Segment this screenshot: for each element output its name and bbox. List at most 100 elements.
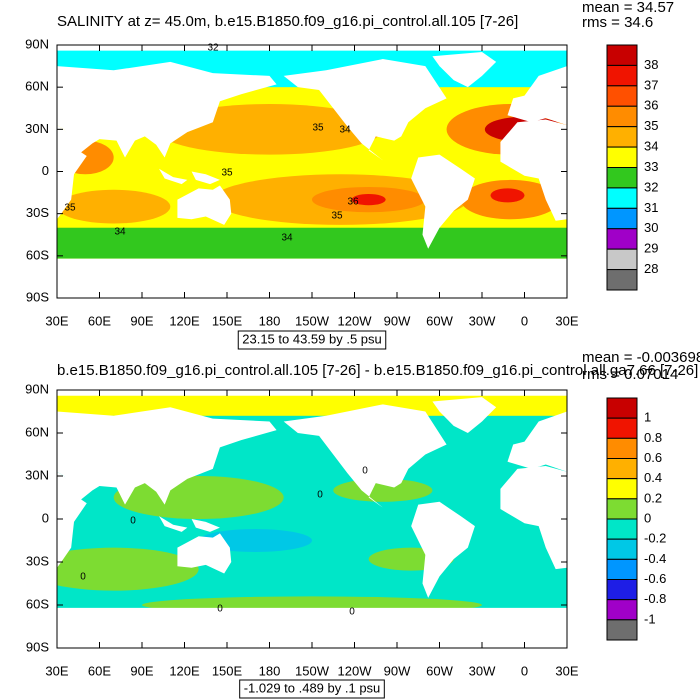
lat-label: 30S <box>26 205 49 220</box>
colorbar-box <box>606 518 638 540</box>
lat-label: 0 <box>42 510 49 525</box>
lat-label: 60S <box>26 596 49 611</box>
colorbar-label: 38 <box>644 57 658 72</box>
colorbar-box <box>606 579 638 601</box>
contour-label: 0 <box>349 607 355 618</box>
lat-label: 60N <box>25 79 49 94</box>
lon-label: 90E <box>130 663 153 678</box>
contour-label: 35 <box>221 168 233 179</box>
colorbar-label: 35 <box>644 118 658 133</box>
lon-label: 180 <box>259 313 281 328</box>
mean-label: mean = -0.003698 <box>582 349 700 366</box>
contour-label: 0 <box>317 490 323 501</box>
lon-label: 0 <box>521 313 528 328</box>
lon-label: 180 <box>259 663 281 678</box>
lon-label: 90W <box>384 663 411 678</box>
colorbar-box <box>606 458 638 480</box>
range-note-box <box>239 679 385 699</box>
range-note: -1.029 to .489 by .1 psu <box>244 680 381 695</box>
contour-label: 34 <box>281 233 293 244</box>
lon-label: 150W <box>295 663 330 678</box>
lon-label: 120E <box>169 313 200 328</box>
colorbar-label: 34 <box>644 139 658 154</box>
colorbar-label: 29 <box>644 241 658 256</box>
colorbar-box <box>606 167 638 189</box>
lat-label: 60S <box>26 247 49 262</box>
colorbar-box <box>606 417 638 439</box>
colorbar-label: 0.6 <box>644 450 662 465</box>
lon-label: 30W <box>469 663 496 678</box>
contour-label: 32 <box>207 43 219 54</box>
colorbar-box <box>606 269 638 291</box>
colorbar-box <box>606 126 638 148</box>
colorbar-label: -0.8 <box>644 591 666 606</box>
colorbar-box <box>606 558 638 580</box>
colorbar-label: 30 <box>644 220 658 235</box>
colorbar-label: 33 <box>644 159 658 174</box>
colorbar-label: 0 <box>644 510 651 525</box>
mean-label: mean = 34.57 <box>582 0 674 16</box>
colorbar-label: 37 <box>644 77 658 92</box>
colorbar-box <box>606 478 638 500</box>
rms-label: rms = 34.6 <box>582 14 653 31</box>
colorbar-box <box>606 498 638 520</box>
colorbar-box <box>606 248 638 271</box>
colorbar-box <box>606 228 638 250</box>
lon-label: 150W <box>295 313 330 328</box>
lon-label: 30E <box>45 313 68 328</box>
contour-label: 34 <box>114 227 126 238</box>
range-note: 23.15 to 43.59 by .5 psu <box>242 331 382 346</box>
lon-label: 30E <box>555 313 578 328</box>
lon-label: 120E <box>169 663 200 678</box>
lat-label: 90S <box>26 289 49 304</box>
colorbar-box <box>606 44 638 66</box>
colorbar-box <box>606 105 638 128</box>
panel-title: SALINITY at z= 45.0m, b.e15.B1850.f09_g1… <box>57 13 518 30</box>
contour-label: 0 <box>130 516 136 527</box>
colorbar-label: 0.8 <box>644 430 662 445</box>
map-fill-1 <box>57 45 567 298</box>
lon-label: 120W <box>338 663 373 678</box>
rms-label: rms = 0.07014 <box>582 366 678 383</box>
lat-label: 30N <box>25 121 49 136</box>
range-note-box <box>237 330 387 350</box>
lon-label: 30E <box>555 663 578 678</box>
lat-label: 0 <box>42 163 49 178</box>
lon-label: 0 <box>521 663 528 678</box>
colorbar-box <box>606 146 638 168</box>
lon-label: 90E <box>130 313 153 328</box>
colorbar-box <box>606 85 638 107</box>
lon-label: 30W <box>469 313 496 328</box>
lon-label: 60W <box>426 313 453 328</box>
contour-label: 36 <box>347 197 359 208</box>
contour-label: 0 <box>80 572 86 583</box>
colorbar-label: 1 <box>644 410 651 425</box>
colorbar-label: -0.2 <box>644 531 666 546</box>
lon-label: 30E <box>45 663 68 678</box>
lat-label: 30S <box>26 553 49 568</box>
contour-label: 0 <box>362 466 368 477</box>
lon-label: 60W <box>426 663 453 678</box>
lat-label: 90N <box>25 36 49 51</box>
colorbar-box <box>606 207 638 230</box>
colorbar-label: 28 <box>644 261 658 276</box>
colorbar-label: 0.2 <box>644 490 662 505</box>
colorbar-label: 36 <box>644 98 658 113</box>
colorbar-box <box>606 619 638 641</box>
lon-label: 90W <box>384 313 411 328</box>
colorbar-label: -0.4 <box>644 551 666 566</box>
colorbar-box <box>606 187 638 209</box>
lat-label: 90N <box>25 381 49 396</box>
lon-label: 60E <box>88 663 111 678</box>
panel-title: b.e15.B1850.f09_g16.pi_control.all.105 [… <box>57 362 698 379</box>
colorbar-box <box>606 64 638 87</box>
colorbar-label: 32 <box>644 179 658 194</box>
lon-label: 120W <box>338 313 373 328</box>
colorbar-box <box>606 437 638 460</box>
lon-label: 150E <box>212 313 243 328</box>
colorbar-label: 31 <box>644 200 658 215</box>
map-fill-2 <box>57 390 567 648</box>
colorbar-box <box>606 397 638 419</box>
contour-label: 34 <box>339 125 351 136</box>
